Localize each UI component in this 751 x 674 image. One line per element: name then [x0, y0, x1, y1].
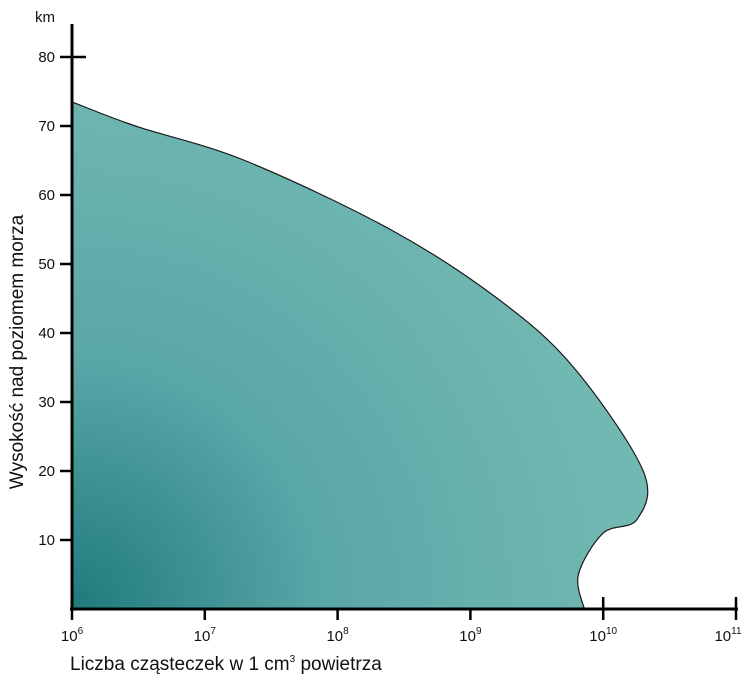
y-tick-label: 70 [38, 118, 55, 135]
y-axis-title: Wysokość nad poziomem morza [7, 214, 28, 489]
x-axis-title-tail: powietrza [295, 654, 382, 674]
x-tick-label-exponent: 7 [210, 626, 216, 637]
x-tick-label-base: 10 [61, 628, 78, 645]
y-tick-label: 80 [38, 49, 55, 66]
y-tick-label: 50 [38, 256, 55, 273]
x-axis-title-main: Liczba cząsteczek w 1 cm [70, 654, 290, 674]
x-tick-label-base: 10 [714, 628, 731, 645]
x-tick-label: 106 [61, 626, 84, 645]
y-tick-label: 20 [38, 463, 55, 480]
y-unit-label: km [35, 9, 55, 26]
y-tick-label: 10 [38, 532, 55, 549]
x-ticks: 106 107 108 109 1010 1011 [61, 597, 742, 645]
y-ticks: 10 20 30 40 50 60 70 80 [38, 49, 86, 549]
x-tick-label: 108 [326, 626, 349, 645]
x-tick-label-exponent: 9 [476, 626, 482, 637]
x-tick-label: 107 [194, 626, 217, 645]
x-tick-label-exponent: 8 [343, 626, 349, 637]
axes [70, 24, 738, 611]
x-tick-label: 1011 [714, 626, 742, 645]
x-axis-title: Liczba cząsteczek w 1 cm3 powietrza [70, 654, 382, 674]
x-tick-label: 109 [459, 626, 482, 645]
x-tick-label-base: 10 [194, 628, 211, 645]
x-tick-label: 1010 [589, 626, 617, 645]
data-area [71, 101, 649, 610]
x-tick-label-base: 10 [589, 628, 606, 645]
y-tick-label: 60 [38, 187, 55, 204]
x-axis-title-sup: 3 [290, 654, 296, 665]
x-tick-label-exponent: 6 [78, 626, 84, 637]
x-tick-label-exponent: 11 [731, 626, 742, 637]
x-tick-label-base: 10 [459, 628, 476, 645]
x-tick-label-exponent: 10 [606, 626, 618, 637]
y-tick-label: 40 [38, 325, 55, 342]
x-tick-label-base: 10 [326, 628, 343, 645]
y-tick-label: 30 [38, 394, 55, 411]
